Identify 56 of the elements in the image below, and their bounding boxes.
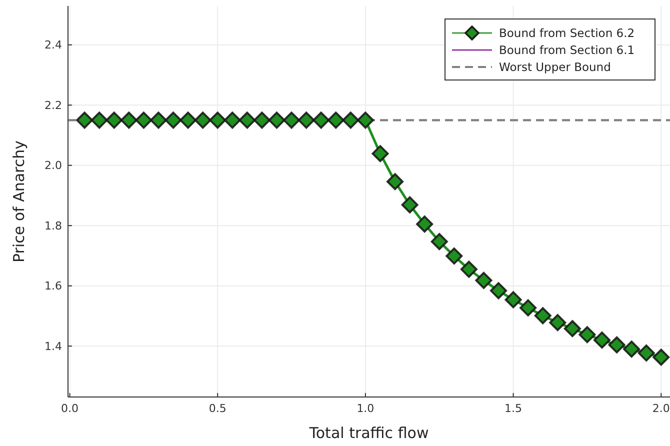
y-tick-label: 2.4	[44, 38, 62, 52]
x-axis-title: Total traffic flow	[308, 424, 429, 442]
point	[386, 173, 404, 190]
point	[416, 216, 434, 233]
y-tick-label: 1.6	[44, 280, 62, 293]
point	[135, 112, 152, 129]
point	[356, 112, 374, 129]
point	[460, 260, 478, 278]
point	[150, 112, 167, 129]
point	[194, 112, 212, 129]
point	[342, 112, 360, 129]
point	[475, 272, 492, 289]
point	[372, 145, 389, 162]
point	[327, 112, 344, 129]
point	[623, 340, 640, 358]
point	[312, 112, 330, 129]
point	[164, 112, 182, 129]
point	[120, 112, 138, 129]
x-tick-label: 1.5	[504, 402, 522, 415]
legend-label: Bound from Section 6.2	[499, 26, 635, 40]
point	[446, 248, 463, 265]
y-tick-label: 1.4	[44, 340, 62, 353]
point	[106, 112, 123, 129]
legend-label: Bound from Section 6.1	[499, 43, 635, 58]
legend-label: Worst Upper Bound	[499, 60, 611, 74]
point	[401, 196, 418, 214]
x-tick-label: 0.5	[208, 402, 226, 415]
x-tick-label: 2.0	[652, 402, 670, 415]
point	[608, 336, 626, 354]
point	[549, 314, 566, 332]
point	[90, 112, 108, 129]
point	[283, 112, 300, 129]
point	[564, 320, 581, 338]
point	[504, 291, 522, 308]
point	[638, 344, 655, 362]
point	[520, 299, 537, 316]
x-tick-label: 1.0	[356, 402, 374, 415]
point	[238, 112, 256, 129]
y-tick-label: 2.0	[44, 159, 62, 172]
y-axis-title: Price of Anarchy	[10, 140, 28, 263]
x-tick-label: 0.0	[61, 402, 79, 415]
point	[253, 112, 270, 129]
y-tick-label: 2.2	[44, 98, 62, 112]
y-tick-label: 1.8	[44, 219, 62, 232]
point	[298, 112, 315, 129]
point	[652, 348, 670, 366]
point	[268, 112, 286, 129]
point	[209, 112, 226, 129]
point	[490, 282, 508, 300]
point	[430, 233, 448, 250]
point	[180, 112, 197, 129]
point	[593, 332, 610, 349]
point	[76, 112, 94, 129]
point	[578, 326, 596, 344]
point	[534, 307, 552, 324]
point	[224, 112, 241, 129]
